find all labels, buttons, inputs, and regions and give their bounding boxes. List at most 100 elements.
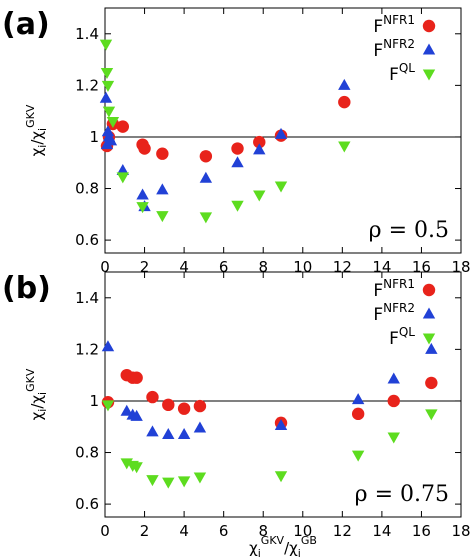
x-tick-label: 14: [372, 522, 391, 540]
data-point: [274, 418, 288, 430]
ylabel-sup2: GKV: [24, 104, 37, 128]
x-tick-label: 10: [293, 522, 312, 540]
series-ql: [101, 400, 438, 489]
data-point: [425, 409, 438, 421]
data-point: [231, 156, 244, 168]
data-point: [253, 135, 266, 149]
legend-label-ql: FQL: [389, 61, 415, 85]
data-point: [104, 134, 118, 146]
data-point: [116, 163, 129, 175]
data-point: [102, 106, 116, 118]
y-tick-label: 0.8: [75, 180, 99, 198]
data-point: [253, 190, 266, 202]
data-point: [231, 142, 244, 155]
data-point: [177, 476, 191, 488]
data-point: [351, 393, 365, 405]
data-point: [162, 398, 175, 412]
rho-annotation: ρ = 0.5: [369, 218, 449, 243]
x-axis-label: χiGKV/χiGB: [249, 534, 317, 560]
legend-series-name: NFR2: [383, 301, 415, 315]
y-tick-label: 0.6: [75, 231, 99, 249]
data-point: [116, 120, 129, 133]
data-point: [120, 404, 133, 416]
legend-series-name: QL: [399, 325, 415, 339]
data-point: [387, 394, 400, 408]
legend-label-nfr1: FNFR1: [373, 13, 415, 37]
data-point: [101, 125, 115, 137]
xlabel-sub: i: [258, 547, 261, 560]
data-point: [99, 39, 113, 51]
x-tick-label: 4: [179, 258, 189, 276]
data-point: [193, 472, 207, 484]
plot-frame: [104, 271, 462, 518]
legend-series-name: NFR1: [383, 277, 415, 291]
x-tick-label: 2: [140, 522, 150, 540]
data-point: [425, 376, 438, 390]
y-tick-label: 0.8: [75, 444, 99, 462]
x-tick-label: 12: [333, 522, 352, 540]
x-tick-label: 0: [100, 522, 110, 540]
data-point: [156, 183, 169, 195]
ylabel-sub2: i: [36, 392, 49, 395]
data-point: [136, 202, 149, 214]
data-point: [100, 67, 114, 79]
legend-marker: [422, 283, 436, 297]
data-point: [177, 402, 191, 415]
data-point: [101, 400, 115, 412]
series-nfr2: [101, 340, 438, 439]
data-point: [146, 475, 159, 487]
data-point: [146, 390, 159, 404]
data-point: [130, 462, 143, 474]
y-tick-label: 0.6: [75, 495, 99, 513]
data-point: [387, 372, 400, 384]
ylabel-slash: /χ: [28, 395, 46, 409]
xlabel-main: χ: [249, 539, 258, 557]
data-point: [101, 80, 115, 92]
data-point: [231, 200, 244, 212]
y-tick-label: 1.2: [75, 340, 99, 358]
data-point: [274, 127, 288, 139]
data-point: [338, 141, 351, 153]
legend-series-name: QL: [399, 61, 415, 75]
data-point: [193, 399, 207, 413]
data-point: [199, 212, 213, 224]
xlabel-slash: /χ: [284, 539, 298, 557]
legend-prefix: F: [389, 65, 399, 85]
data-point: [274, 471, 288, 483]
panel-label: (a): [2, 7, 50, 42]
legend-label-nfr2: FNFR2: [373, 37, 415, 61]
data-point: [106, 116, 120, 128]
plot-frame: [104, 7, 462, 254]
data-point: [387, 432, 400, 444]
data-point: [130, 371, 143, 384]
y-tick-label: 1: [89, 392, 99, 410]
y-tick-label: 1.2: [75, 76, 99, 94]
data-point: [116, 172, 129, 184]
data-point: [162, 477, 175, 489]
legend-marker: [422, 69, 436, 81]
data-point: [338, 78, 351, 90]
data-point: [101, 340, 115, 352]
legend-marker: [422, 19, 436, 33]
legend-series-name: NFR2: [383, 37, 415, 51]
x-tick-label: 8: [258, 522, 268, 540]
y-tick-label: 1: [89, 128, 99, 146]
y-tick-label: 1.4: [75, 289, 99, 307]
xlabel-sup2: GB: [301, 534, 317, 547]
data-point: [156, 211, 169, 223]
data-point: [199, 150, 213, 163]
legend-prefix: F: [373, 281, 383, 301]
legend-prefix: F: [373, 41, 383, 61]
data-point: [156, 147, 169, 160]
panel-label: (b): [2, 271, 51, 306]
data-point: [99, 91, 113, 103]
legend-prefix: F: [373, 305, 383, 325]
data-point: [253, 143, 266, 155]
data-point: [162, 427, 175, 439]
legend-marker: [422, 333, 436, 345]
y-axis-label: χi/χiGKV: [24, 368, 49, 420]
series-ql: [99, 39, 351, 224]
series-nfr1: [100, 95, 351, 163]
ylabel-main: χ: [28, 147, 46, 156]
